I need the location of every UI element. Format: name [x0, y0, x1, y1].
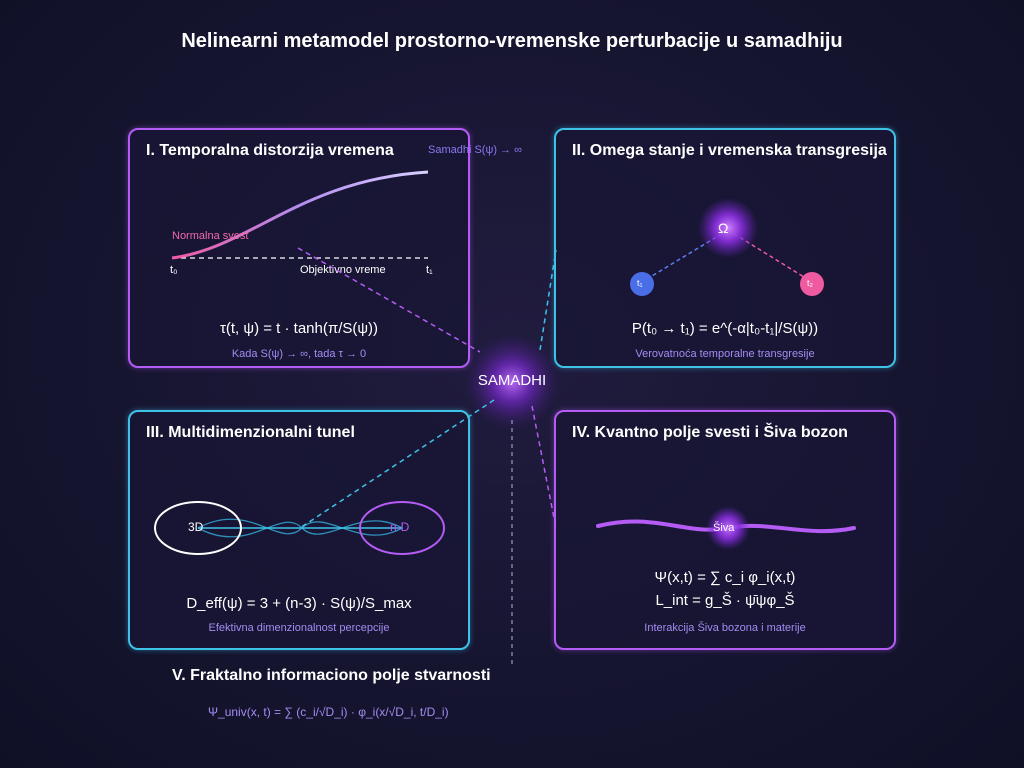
ellipse-3d	[154, 501, 242, 555]
axis-end-label: t₁	[426, 264, 433, 276]
panel-2-formula: P(t₀ → t₁) = e^(-α|t₀-t₁|/S(ψ))	[631, 320, 819, 337]
omega-graph	[630, 198, 824, 296]
connector-to-panel-4	[531, 405, 557, 529]
shiva-boson	[706, 506, 750, 550]
panel-1-title: I. Temporalna distorzija vremena	[146, 142, 394, 159]
panel-1-caption: Kada S(ψ) → ∞, tada τ → 0	[231, 348, 367, 360]
panel-omega-state: II. Omega stanje i vremenska transgresij…	[554, 128, 896, 368]
omega-node	[698, 198, 758, 258]
label-nd: n-D	[390, 520, 410, 534]
panel-4-formula-1: Ψ(x,t) = ∑ c_i φ_i(x,t)	[654, 569, 796, 586]
panel-3-caption: Efektivna dimenzionalnost percepcije	[208, 622, 390, 634]
samadhi-curve-label: Samadhi S(ψ) → ∞	[428, 144, 522, 156]
axis-mid-label: Objektivno vreme	[300, 264, 386, 276]
panel-2-title: II. Omega stanje i vremenska transgresij…	[572, 142, 887, 159]
node-t1	[630, 272, 654, 296]
panel-4-title: IV. Kvantno polje svesti i Šiva bozon	[572, 424, 848, 441]
panel-1-formula: τ(t, ψ) = t · tanh(π/S(ψ))	[219, 320, 379, 337]
node-t1-label: t₁	[637, 278, 643, 288]
panel-quantum-field: IV. Kvantno polje svesti i Šiva bozon Ši…	[554, 410, 896, 650]
panel-multidimensional-tunnel: III. Multidimenzionalni tunel 3D n-D D_e…	[128, 410, 470, 650]
samadhi-time-curve	[171, 170, 429, 260]
panel-3-formula: D_eff(ψ) = 3 + (n-3) · S(ψ)/S_max	[186, 595, 412, 612]
node-t2	[800, 272, 824, 296]
quantum-field-graph	[596, 506, 856, 550]
axis-start-label: t₀	[170, 264, 178, 276]
page-title: Nelinearni metamodel prostorno-vremenske…	[181, 30, 843, 52]
boson-label: Šiva	[713, 522, 735, 534]
section-5-formula: Ψ_univ(x, t) = ∑ (c_i/√D_i) · φ_i(x/√D_i…	[208, 705, 449, 719]
omega-symbol: Ω	[718, 220, 729, 236]
section-5-title: V. Fraktalno informaciono polje stvarnos…	[172, 667, 491, 684]
samadhi-center-label: SAMADHI	[477, 372, 547, 389]
label-3d: 3D	[188, 520, 204, 534]
panel-2-caption: Verovatnoća temporalne transgresije	[635, 348, 815, 360]
panel-temporal-distortion: I. Temporalna distorzija vremena Samadhi…	[128, 128, 522, 368]
panel-4-caption: Interakcija Šiva bozona i materije	[644, 622, 806, 634]
normal-consciousness-label: Normalna svest	[172, 230, 249, 242]
node-t2-label: t₂	[807, 278, 813, 288]
tunnel-graph	[154, 501, 445, 555]
panel-4-formula-2: L_int = g_Š · ψ̄ψφ_Š	[655, 592, 795, 609]
